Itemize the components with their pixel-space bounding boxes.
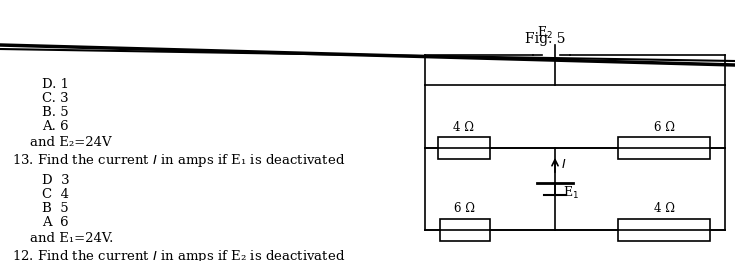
- Text: and E₂=24V: and E₂=24V: [30, 136, 112, 149]
- Text: E$_1$: E$_1$: [563, 185, 579, 201]
- Bar: [618, 137, 710, 159]
- Text: 6 Ω: 6 Ω: [454, 202, 476, 215]
- Text: C  4: C 4: [42, 188, 69, 201]
- Text: $I$: $I$: [561, 158, 567, 171]
- Text: 4 Ω: 4 Ω: [653, 202, 675, 215]
- Bar: [618, 219, 710, 241]
- Bar: [440, 219, 490, 241]
- Text: 13. Find the current $I$ in amps if E₁ is deactivated: 13. Find the current $I$ in amps if E₁ i…: [12, 152, 345, 169]
- Text: B. 5: B. 5: [42, 106, 68, 119]
- Text: D. 1: D. 1: [42, 78, 69, 91]
- Text: 4 Ω: 4 Ω: [453, 121, 475, 134]
- Text: and E₁=24V.: and E₁=24V.: [30, 232, 113, 245]
- Text: C. 3: C. 3: [42, 92, 68, 105]
- Text: A. 6: A. 6: [42, 120, 68, 133]
- Text: B  5: B 5: [42, 202, 68, 215]
- Bar: [438, 137, 490, 159]
- Text: E$_2$: E$_2$: [537, 25, 553, 41]
- Text: A  6: A 6: [42, 216, 68, 229]
- Text: D  3: D 3: [42, 174, 70, 187]
- Text: 12. Find the current $I$ in amps if E₂ is deactivated: 12. Find the current $I$ in amps if E₂ i…: [12, 248, 345, 261]
- Text: 6 Ω: 6 Ω: [653, 121, 675, 134]
- Text: Fig. 5: Fig. 5: [525, 32, 565, 46]
